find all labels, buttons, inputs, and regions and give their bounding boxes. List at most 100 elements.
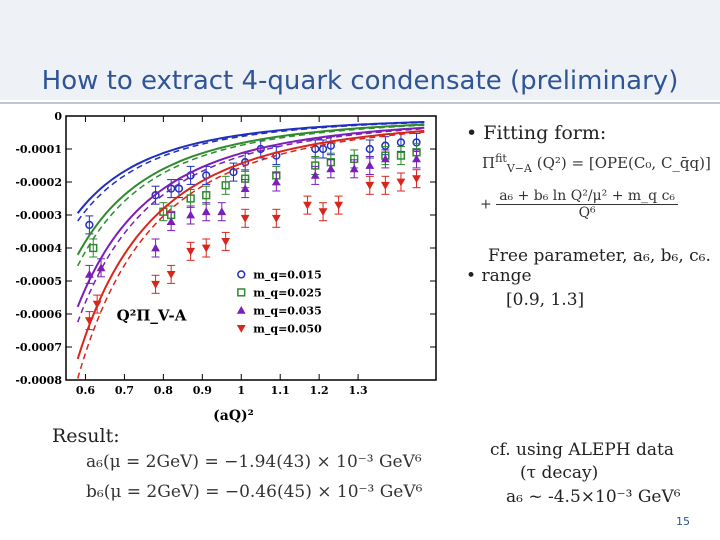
free-parameter-text: Free parameter, a₆, b₆, c₆.	[488, 246, 711, 266]
fitting-form-label: Fitting form:	[483, 122, 607, 144]
y-tick-label: -0.0004	[15, 242, 62, 255]
data-point	[365, 144, 374, 154]
bullet-dot: •	[466, 122, 478, 144]
y-tick-label: -0.0002	[15, 176, 62, 189]
data-point	[396, 138, 406, 147]
x-tick-label: 1.2	[310, 384, 329, 397]
data-point	[396, 151, 406, 160]
formula-plus: +	[480, 196, 492, 213]
data-point	[201, 244, 211, 253]
data-point	[84, 270, 94, 278]
data-point	[349, 164, 359, 173]
legend-marker	[236, 306, 246, 314]
cf-line1: cf. using ALEPH data	[490, 440, 674, 460]
data-point	[96, 263, 106, 272]
data-point	[166, 217, 176, 225]
y-tick-label: -0.0001	[15, 143, 62, 156]
legend-marker	[237, 288, 246, 297]
data-point	[151, 243, 160, 252]
bullet-dot: •	[466, 266, 477, 286]
bullet-fitting-form: • Fitting form:	[466, 122, 606, 144]
data-point	[271, 177, 281, 186]
data-point	[201, 207, 211, 216]
y-tick-label: 0	[54, 110, 62, 123]
range-value: [0.9, 1.3]	[506, 290, 585, 310]
y-tick-label: -0.0006	[15, 308, 62, 321]
title-divider	[0, 102, 720, 104]
x-tick-label: 0.9	[193, 384, 212, 397]
data-point	[151, 191, 160, 200]
data-point	[92, 300, 102, 309]
legend-label: m_q=0.015	[253, 268, 322, 282]
data-point	[186, 247, 196, 256]
cf-line3: a₆ ~ -4.5×10⁻³ GeV⁶	[506, 487, 681, 507]
result-b6: b₆(μ = 2GeV) = −0.46(45) × 10⁻³ GeV⁶	[86, 482, 423, 502]
legend-label: m_q=0.050	[253, 322, 322, 336]
data-point	[229, 167, 238, 177]
formula-pi: Π	[482, 154, 496, 172]
x-axis-label: (aQ)²	[213, 408, 254, 424]
data-point	[380, 181, 390, 190]
fit-curve-3	[76, 129, 425, 360]
data-point	[334, 201, 344, 210]
inner-plot-label: Q²Π_V-A	[117, 307, 187, 325]
data-point	[221, 238, 231, 246]
data-point	[310, 171, 320, 179]
data-point	[396, 178, 406, 187]
formula-rhs: (Q²) = [OPE(C₀, C_q̄q)]	[536, 154, 711, 172]
data-point	[85, 220, 94, 230]
data-point	[365, 181, 375, 190]
data-point	[318, 208, 328, 217]
data-point	[202, 191, 211, 200]
data-point	[151, 280, 160, 289]
fit-formula-line1: ΠfitV−A (Q²) = [OPE(C₀, C_q̄q)]	[482, 152, 711, 175]
formula-pi-sub: V−A	[506, 162, 532, 175]
y-tick-label: -0.0003	[15, 209, 62, 222]
x-tick-label: 0.7	[115, 384, 134, 397]
y-tick-label: -0.0008	[15, 374, 62, 387]
chart: 0 -0.0001 -0.0002 -0.0003 -0.0004 -0.0005 -0.0…	[0, 104, 450, 424]
result-label: Result:	[52, 425, 120, 447]
data-point	[217, 207, 227, 216]
page-number: 15	[676, 515, 690, 528]
slide-title: How to extract 4-quark condensate (preli…	[41, 66, 679, 96]
fit-curve-dashed-0	[77, 121, 425, 222]
data-point	[240, 214, 250, 223]
data-point	[326, 164, 336, 173]
x-tick-label: 0.8	[154, 384, 173, 397]
formula-fraction: a₆ + b₆ ln Q²/μ² + m_q c₆ Q⁶	[496, 188, 679, 221]
x-tick-label: 0.6	[76, 384, 95, 397]
y-tick-label: -0.0005	[15, 275, 62, 288]
data-point	[174, 184, 184, 193]
data-point	[186, 194, 195, 203]
fit-formula-line2: + a₆ + b₆ ln Q²/μ² + m_q c₆ Q⁶	[480, 188, 679, 221]
x-tick-label: 1	[237, 384, 245, 397]
data-point	[240, 184, 250, 192]
x-tick-label: 1.1	[271, 384, 290, 397]
y-tick-label: -0.0007	[15, 341, 62, 354]
range-label: range	[481, 266, 532, 286]
data-point	[412, 154, 421, 163]
data-point	[412, 175, 421, 184]
legend-label: m_q=0.025	[253, 286, 322, 300]
formula-numerator: a₆ + b₆ ln Q²/μ² + m_q c₆	[496, 188, 679, 205]
data-point	[167, 184, 176, 193]
fit-curve-2	[76, 126, 425, 308]
data-point	[89, 243, 98, 253]
data-point	[84, 317, 94, 325]
data-point	[380, 154, 390, 163]
data-point	[271, 214, 281, 223]
data-point	[186, 210, 196, 219]
fit-curve-dashed-1	[77, 124, 425, 267]
x-tick-label: 1.3	[349, 384, 368, 397]
result-a6: a₆(μ = 2GeV) = −1.94(43) × 10⁻³ GeV⁶	[86, 452, 422, 472]
data-point	[221, 181, 230, 190]
legend-marker	[237, 270, 246, 279]
data-point	[166, 271, 176, 279]
formula-denominator: Q⁶	[578, 205, 596, 221]
data-point	[365, 161, 375, 169]
bullet-range: • range	[466, 266, 532, 286]
cf-line2: (τ decay)	[520, 463, 599, 483]
data-point	[303, 201, 312, 210]
legend-marker	[236, 325, 246, 333]
